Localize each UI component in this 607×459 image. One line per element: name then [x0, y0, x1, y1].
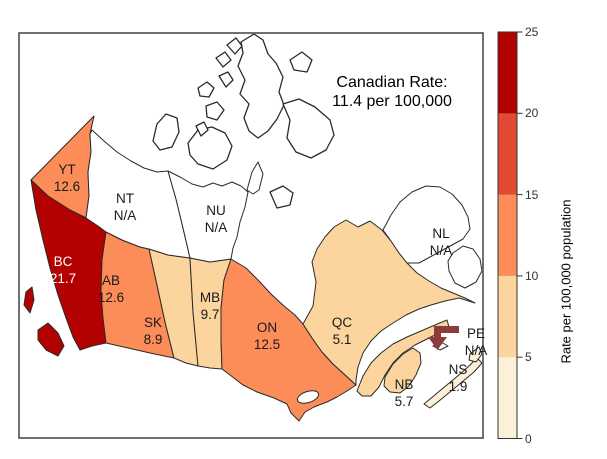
small-island	[215, 51, 232, 68]
georgian-bay-lake	[296, 390, 320, 404]
colorbar-segment-15-20	[498, 113, 517, 196]
cape-breton-island	[468, 346, 483, 363]
map-panel-border	[18, 32, 484, 439]
map-shapes	[23, 33, 483, 422]
small-island	[195, 121, 209, 137]
small-island	[197, 81, 215, 98]
region-NB	[383, 347, 422, 394]
colorbar-segment-5-10	[498, 275, 517, 358]
region-QC	[302, 219, 476, 386]
baffin-island	[237, 33, 285, 139]
pe-arrow-icon	[428, 326, 459, 350]
region-NU	[167, 170, 249, 263]
small-island	[218, 71, 234, 88]
small-island	[226, 37, 243, 55]
region-NL-labrador	[382, 185, 471, 264]
region-NL-island	[447, 245, 483, 289]
devon-island	[289, 51, 313, 73]
colorbar-segment-20-25	[498, 32, 517, 114]
arctic-islands	[152, 33, 335, 209]
banks-island	[152, 113, 180, 151]
region-ON	[220, 258, 357, 422]
region-NT	[85, 129, 191, 259]
boothia-peninsula	[246, 161, 264, 195]
southampton-island	[269, 185, 294, 209]
baffin-island-south	[282, 98, 335, 159]
haida-gwaii	[23, 286, 35, 314]
colorbar-segment-0-5	[498, 357, 517, 439]
region-NS	[423, 357, 483, 409]
colorbar	[497, 31, 523, 439]
small-island	[205, 101, 225, 121]
vancouver-island	[37, 322, 65, 357]
colorbar-tick-marks	[517, 31, 523, 439]
colorbar-segment-10-15	[498, 194, 517, 277]
colorbar-outline	[497, 31, 518, 439]
